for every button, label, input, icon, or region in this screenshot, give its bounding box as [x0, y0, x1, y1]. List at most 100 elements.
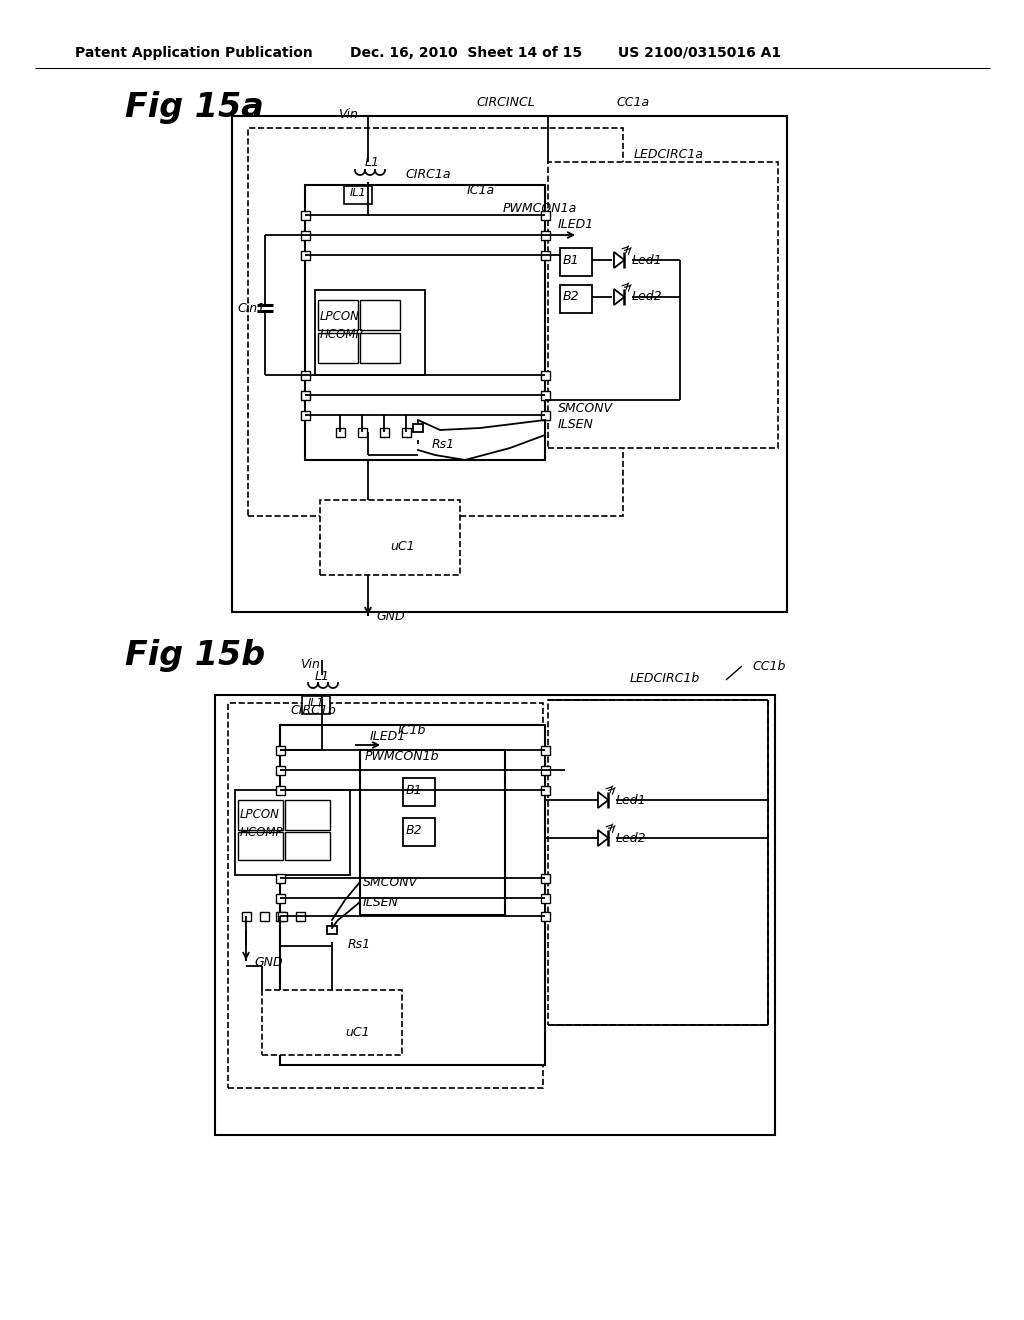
Bar: [275, 912, 285, 920]
Text: B2: B2: [563, 290, 580, 304]
Text: CC1a: CC1a: [616, 96, 649, 110]
Bar: [242, 912, 251, 920]
Bar: [318, 300, 358, 330]
Text: Vin: Vin: [300, 657, 319, 671]
Text: ILED1: ILED1: [370, 730, 407, 742]
Bar: [300, 210, 309, 219]
Bar: [541, 231, 550, 239]
Text: LPCON: LPCON: [240, 808, 280, 821]
Bar: [275, 874, 285, 883]
Bar: [357, 428, 367, 437]
Bar: [401, 428, 411, 437]
Text: PWMCON1a: PWMCON1a: [503, 202, 578, 214]
Bar: [300, 391, 309, 400]
Bar: [327, 927, 337, 935]
Text: IC1a: IC1a: [467, 183, 496, 197]
Bar: [300, 411, 309, 420]
Bar: [541, 210, 550, 219]
Bar: [262, 990, 402, 1055]
Bar: [275, 766, 285, 775]
Text: CIRC1b: CIRC1b: [290, 704, 336, 717]
Text: GND: GND: [376, 610, 404, 623]
Text: Led2: Led2: [632, 290, 663, 304]
Bar: [278, 912, 287, 920]
Text: Rs1: Rs1: [432, 437, 455, 450]
Text: uC1: uC1: [390, 540, 415, 553]
Bar: [403, 818, 435, 846]
Bar: [238, 800, 283, 830]
Bar: [232, 116, 787, 612]
Bar: [275, 894, 285, 903]
Bar: [560, 248, 592, 276]
Text: L1: L1: [365, 156, 380, 169]
Text: uC1: uC1: [345, 1027, 370, 1040]
Bar: [302, 696, 330, 714]
Bar: [275, 746, 285, 755]
Bar: [315, 290, 425, 375]
Bar: [360, 333, 400, 363]
Text: IL1: IL1: [350, 187, 367, 198]
Bar: [541, 251, 550, 260]
Bar: [296, 912, 304, 920]
Bar: [413, 424, 423, 432]
Bar: [541, 411, 550, 420]
Bar: [360, 750, 505, 915]
Text: HCOMP: HCOMP: [240, 826, 284, 840]
Bar: [548, 700, 768, 1026]
Text: CC1b: CC1b: [752, 660, 785, 672]
Text: L1: L1: [315, 669, 330, 682]
Bar: [300, 231, 309, 239]
Text: SMCONV: SMCONV: [362, 875, 418, 888]
Text: Vin: Vin: [338, 108, 357, 121]
Text: B1: B1: [406, 784, 423, 796]
Bar: [285, 832, 330, 861]
Text: Fig 15a: Fig 15a: [125, 91, 264, 124]
Text: IL1: IL1: [308, 698, 325, 708]
Bar: [560, 285, 592, 313]
Text: HCOMP: HCOMP: [319, 327, 364, 341]
Text: B1: B1: [563, 253, 580, 267]
Text: LEDCIRC1a: LEDCIRC1a: [634, 149, 705, 161]
Bar: [541, 785, 550, 795]
Text: ILSEN: ILSEN: [558, 418, 594, 432]
Text: B2: B2: [406, 824, 423, 837]
Bar: [541, 912, 550, 920]
Bar: [336, 428, 344, 437]
Bar: [300, 251, 309, 260]
Text: Led1: Led1: [616, 793, 646, 807]
Bar: [280, 725, 545, 1065]
Text: ILED1: ILED1: [558, 219, 594, 231]
Bar: [360, 300, 400, 330]
Bar: [238, 832, 283, 861]
Bar: [318, 333, 358, 363]
Bar: [380, 428, 388, 437]
Bar: [344, 186, 372, 205]
Text: SMCONV: SMCONV: [558, 401, 613, 414]
Bar: [228, 704, 543, 1088]
Text: Led2: Led2: [616, 832, 646, 845]
Text: CIRC1a: CIRC1a: [406, 169, 451, 181]
Text: US 2100/0315016 A1: US 2100/0315016 A1: [618, 46, 781, 59]
Text: Fig 15b: Fig 15b: [125, 639, 265, 672]
Text: GND: GND: [254, 957, 283, 969]
Bar: [300, 371, 309, 380]
Bar: [541, 371, 550, 380]
Text: LEDCIRC1b: LEDCIRC1b: [630, 672, 700, 685]
Text: CIRCINCL: CIRCINCL: [476, 96, 535, 110]
Text: Rs1: Rs1: [348, 937, 371, 950]
Bar: [541, 894, 550, 903]
Text: IC1b: IC1b: [398, 723, 426, 737]
Text: Cin1: Cin1: [237, 301, 265, 314]
Text: ILSEN: ILSEN: [362, 895, 399, 908]
Bar: [259, 912, 268, 920]
Text: LPCON: LPCON: [319, 309, 359, 322]
Bar: [275, 785, 285, 795]
Bar: [541, 766, 550, 775]
Bar: [215, 696, 775, 1135]
Bar: [548, 162, 778, 447]
Bar: [541, 391, 550, 400]
Text: Led1: Led1: [632, 253, 663, 267]
Bar: [319, 500, 460, 576]
Text: Dec. 16, 2010  Sheet 14 of 15: Dec. 16, 2010 Sheet 14 of 15: [350, 46, 582, 59]
Text: PWMCON1b: PWMCON1b: [365, 750, 439, 763]
